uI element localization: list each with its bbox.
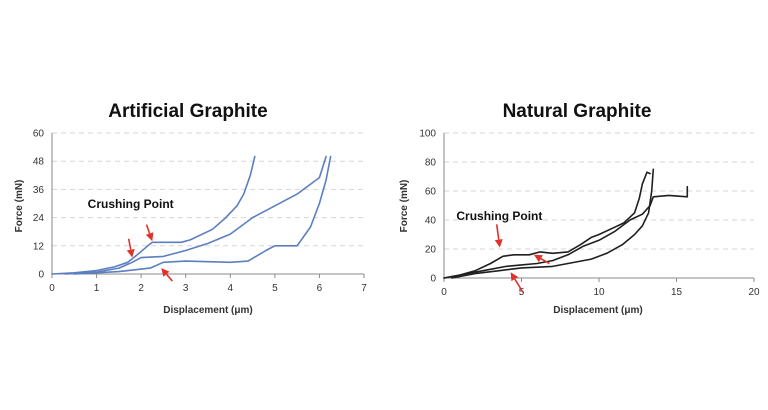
series-line-1 xyxy=(443,171,651,279)
annotation-arrow xyxy=(161,268,173,282)
x-tick-label: 0 xyxy=(49,283,55,294)
series-group xyxy=(51,155,332,275)
x-tick-label: 6 xyxy=(317,283,323,294)
x-tick-label: 3 xyxy=(183,283,189,294)
x-tick-label: 0 xyxy=(441,287,447,298)
y-tick-label: 12 xyxy=(33,241,45,252)
crushing-point-annotation: Crushing Point xyxy=(456,209,542,223)
x-tick-label: 5 xyxy=(519,287,525,298)
annotation-arrow xyxy=(126,238,135,258)
y-tick-label: 80 xyxy=(425,158,437,169)
annotation-arrows xyxy=(494,224,550,293)
x-tick-label: 20 xyxy=(748,287,760,298)
y-tick-label: 100 xyxy=(419,129,436,140)
y-tick-label: 24 xyxy=(33,213,45,224)
series-line-3 xyxy=(451,168,655,279)
axes xyxy=(443,133,755,282)
chart-natural-graphite: Natural Graphite 0 20 40 60 80 100 0 5 10 15 20 D… xyxy=(399,101,760,316)
x-tick-label: 1 xyxy=(94,283,100,294)
y-tick-label: 36 xyxy=(33,185,45,196)
x-tick-label: 4 xyxy=(228,283,234,294)
axes xyxy=(51,133,365,278)
y-tick-labels: 0 20 40 60 80 100 xyxy=(419,129,436,285)
chart-title: Natural Graphite xyxy=(503,101,652,122)
grid-lines xyxy=(52,132,364,247)
chart-title: Artificial Graphite xyxy=(108,101,267,122)
x-tick-label: 10 xyxy=(593,287,605,298)
y-tick-label: 60 xyxy=(33,129,45,140)
x-axis-label: Displacement (μm) xyxy=(163,305,252,316)
x-tick-label: 2 xyxy=(138,283,144,294)
series-line-3 xyxy=(73,155,332,275)
annotation-arrow xyxy=(494,224,503,248)
x-tick-label: 7 xyxy=(361,283,367,294)
crushing-point-annotation: Crushing Point xyxy=(88,197,174,211)
y-tick-label: 20 xyxy=(425,245,437,256)
series-line-2 xyxy=(64,155,327,275)
annotation-arrow xyxy=(510,272,524,293)
y-tick-label: 48 xyxy=(33,157,45,168)
grid-lines xyxy=(444,132,754,250)
y-tick-labels: 0 12 24 36 48 60 xyxy=(33,129,45,281)
series-line-2 xyxy=(443,185,689,279)
x-tick-labels: 0 5 10 15 20 xyxy=(441,287,760,298)
x-axis-label: Displacement (μm) xyxy=(553,305,642,316)
x-tick-label: 5 xyxy=(272,283,278,294)
series-group xyxy=(443,168,689,279)
annotation-arrows xyxy=(126,224,173,282)
x-tick-labels: 0 1 2 3 4 5 6 7 xyxy=(49,283,367,294)
x-tick-label: 15 xyxy=(671,287,683,298)
y-tick-label: 0 xyxy=(38,270,44,281)
y-tick-label: 60 xyxy=(425,187,437,198)
annotation-arrow xyxy=(533,254,550,265)
y-tick-label: 40 xyxy=(425,216,437,227)
y-tick-label: 0 xyxy=(430,274,436,285)
series-line-1 xyxy=(51,155,256,275)
annotation-arrow xyxy=(145,224,154,242)
y-axis-label: Force (mN) xyxy=(14,180,25,233)
y-axis-label: Force (mN) xyxy=(399,180,410,233)
